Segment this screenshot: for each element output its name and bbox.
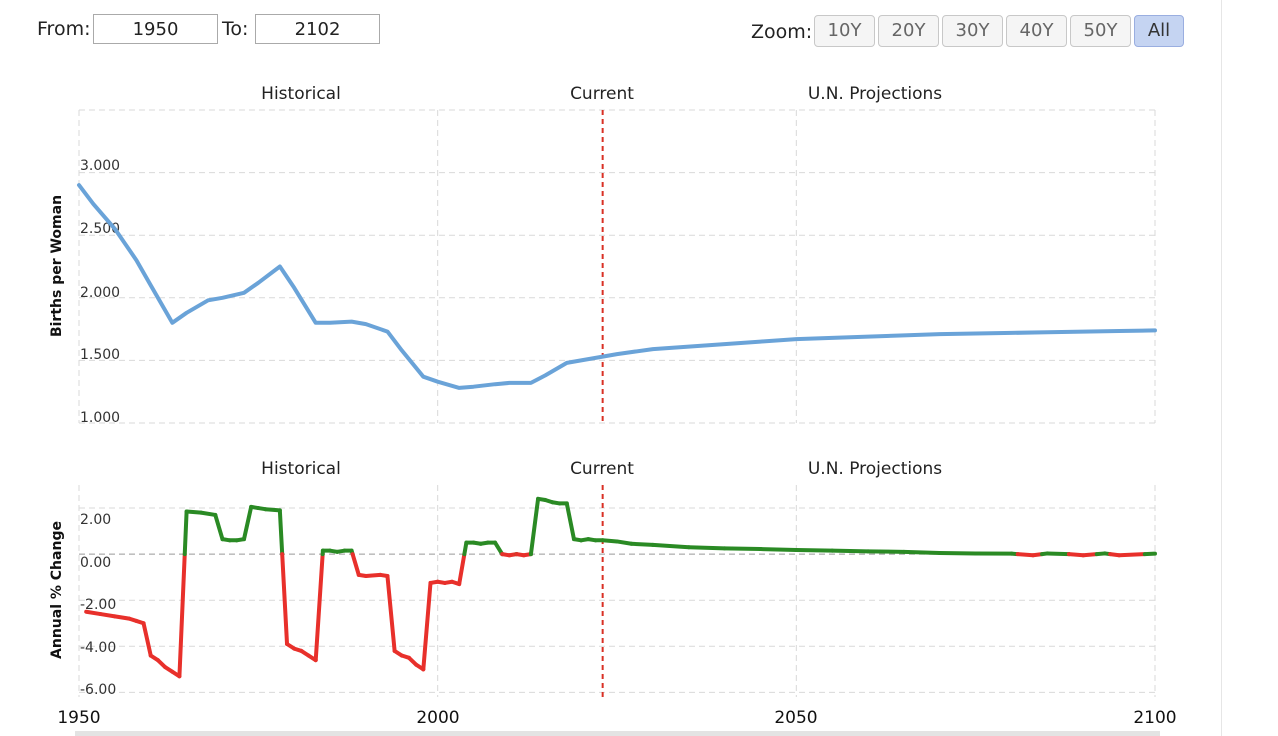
x-tick-label: 2100 <box>1133 708 1176 728</box>
y-tick-label: 3.000 <box>80 158 120 174</box>
zoom-20y-button[interactable]: 20Y <box>878 15 939 47</box>
y-tick-label: -4.00 <box>80 640 116 656</box>
y-tick-label: 1.500 <box>80 347 120 363</box>
change-segment-negative <box>1117 552 1147 558</box>
section-label-historical: Historical <box>261 84 341 104</box>
change-segment-negative <box>84 609 103 617</box>
y-axis-title-births: Births per Woman <box>49 195 65 337</box>
change-segment-positive <box>615 539 634 546</box>
zoom-30y-button[interactable]: 30Y <box>942 15 1003 47</box>
page-divider <box>1221 0 1222 736</box>
from-year-input[interactable] <box>93 14 218 44</box>
range-navigator-bar[interactable] <box>75 731 1160 736</box>
fertility-rate-line <box>77 183 1157 390</box>
change-segment-negative <box>350 552 361 577</box>
zoom-all-button[interactable]: All <box>1134 15 1184 47</box>
section-label-projections: U.N. Projections <box>808 459 942 479</box>
change-segment-positive <box>277 508 285 557</box>
change-segment-negative <box>1015 552 1036 558</box>
y-tick-label: 2.000 <box>80 285 120 301</box>
change-segment-positive <box>184 509 203 515</box>
change-segment-negative <box>280 552 290 646</box>
y-tick-label: 2.00 <box>80 512 111 528</box>
change-segment-positive <box>213 512 225 542</box>
change-segment-positive <box>722 546 763 552</box>
change-segment-positive <box>686 545 727 551</box>
zoom-50y-button[interactable]: 50Y <box>1070 15 1131 47</box>
zoom-10y-button[interactable]: 10Y <box>814 15 875 47</box>
change-segment-negative <box>1081 552 1099 558</box>
from-label: From: <box>37 18 91 40</box>
change-segment-positive <box>650 542 691 550</box>
change-segment-positive <box>758 547 799 552</box>
y-tick-label: -2.00 <box>80 597 116 613</box>
change-segment-negative <box>363 572 383 579</box>
change-segment-negative <box>141 621 153 658</box>
change-segment-negative <box>112 614 132 621</box>
y-axis-title-change: Annual % Change <box>49 521 65 659</box>
to-label: To: <box>222 18 249 40</box>
y-tick-label: -6.00 <box>80 682 116 698</box>
x-tick-label: 2050 <box>774 708 817 728</box>
to-year-input[interactable] <box>255 14 380 44</box>
change-segment-positive <box>600 538 619 544</box>
section-label-current: Current <box>570 84 634 104</box>
x-tick-label: 1950 <box>57 708 100 728</box>
change-segment-positive <box>198 510 218 517</box>
change-segment-negative <box>177 552 187 679</box>
change-segment-positive <box>528 496 541 557</box>
y-tick-label: 1.000 <box>80 410 120 426</box>
change-segment-negative <box>421 580 433 672</box>
change-segment-positive <box>901 549 942 555</box>
change-segment-positive <box>564 501 576 542</box>
section-label-current: Current <box>570 459 634 479</box>
change-segment-positive <box>241 504 254 542</box>
change-segment-negative <box>385 574 397 653</box>
change-segment-positive <box>794 547 835 553</box>
section-label-historical: Historical <box>261 459 341 479</box>
change-segment-negative <box>98 612 117 619</box>
change-segment-positive <box>182 509 189 557</box>
change-segment-positive <box>629 541 655 547</box>
y-tick-label: 0.00 <box>80 555 111 571</box>
zoom-label: Zoom: <box>751 21 813 43</box>
change-segment-positive <box>1045 551 1071 557</box>
change-segment-negative <box>313 552 325 663</box>
change-segment-positive <box>263 507 282 513</box>
change-segment-negative <box>457 552 467 587</box>
change-segment-positive <box>493 540 505 557</box>
change-segment-positive <box>830 548 871 554</box>
x-tick-label: 2000 <box>416 708 459 728</box>
change-segment-negative <box>1066 552 1086 558</box>
section-label-projections: U.N. Projections <box>808 84 942 104</box>
zoom-40y-button[interactable]: 40Y <box>1006 15 1067 47</box>
